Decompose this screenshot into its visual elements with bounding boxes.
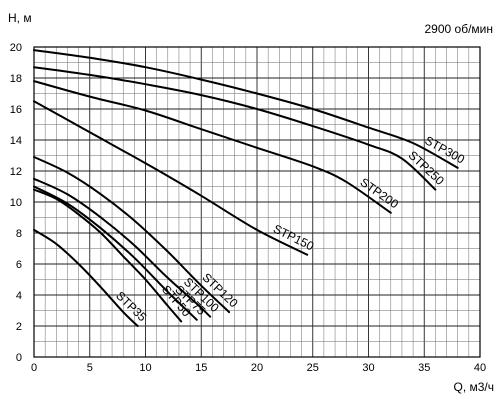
x-tick-labels: 0 5 10 15 20 25 30 35 40	[31, 362, 486, 374]
pump-curves	[33, 49, 459, 327]
x-tick-label: 20	[251, 362, 263, 374]
y-tick-label: 18	[10, 73, 22, 85]
curve-stp35	[33, 228, 139, 327]
x-axis-title: Q, м3/ч	[453, 380, 494, 394]
y-tick-label: 14	[10, 135, 22, 147]
curve-stp75	[33, 185, 198, 321]
y-tick-label: 4	[16, 290, 22, 302]
y-tick-labels: 0 2 4 6 8 10 12 14 16 18 20	[10, 42, 22, 364]
grid	[33, 46, 481, 358]
curve-stp250	[33, 66, 437, 191]
x-tick-label: 10	[139, 362, 151, 374]
curve-stp200	[33, 80, 392, 214]
plot-frame	[33, 46, 481, 358]
x-tick-label: 40	[474, 362, 486, 374]
x-tick-label: 25	[307, 362, 319, 374]
y-tick-label: 2	[16, 321, 22, 333]
speed-annotation: 2900 об/мин	[425, 22, 494, 36]
curve-stp300	[33, 49, 459, 169]
x-tick-label: 30	[362, 362, 374, 374]
x-tick-label: 35	[418, 362, 430, 374]
y-tick-label: 20	[10, 42, 22, 54]
curve-stp50	[33, 188, 183, 323]
y-tick-label: 10	[10, 197, 22, 209]
curve-stp100	[33, 177, 212, 318]
y-tick-label: 16	[10, 104, 22, 116]
x-tick-label: 5	[87, 362, 93, 374]
y-tick-label: 12	[10, 166, 22, 178]
curve-stp120	[33, 156, 231, 314]
y-tick-label: 6	[16, 259, 22, 271]
curve-stp150	[33, 100, 309, 256]
x-tick-label: 15	[195, 362, 207, 374]
y-tick-label: 8	[16, 228, 22, 240]
y-tick-label: 0	[16, 352, 22, 364]
y-axis-title: Н, м	[8, 11, 32, 25]
x-tick-label: 0	[31, 362, 37, 374]
